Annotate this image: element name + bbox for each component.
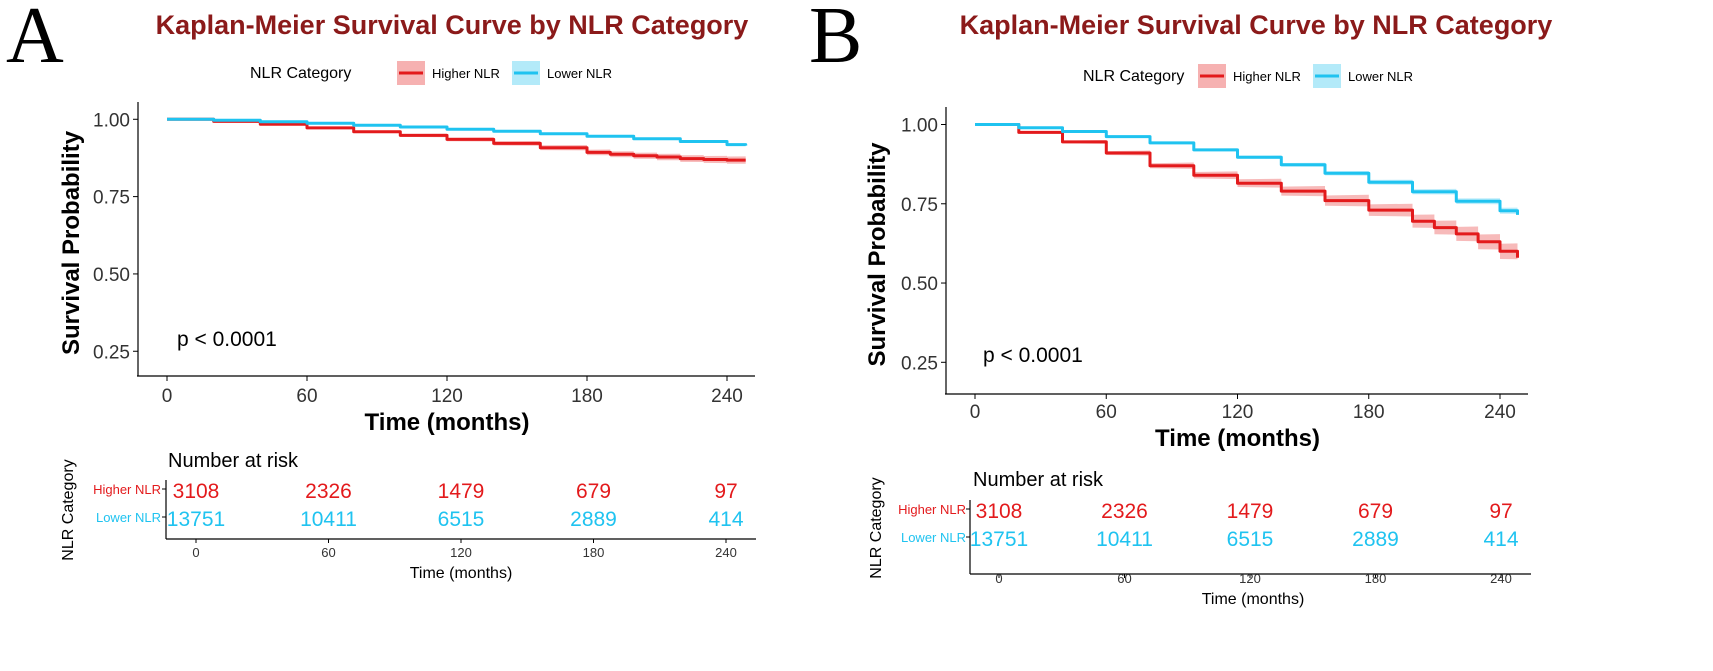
series-line-higher	[975, 123, 1519, 258]
risk-count-lower: 414	[1483, 528, 1518, 551]
y-tick-label: 0.75	[901, 195, 938, 216]
risk-count-higher: 679	[1358, 500, 1393, 523]
risk-count-lower: 10411	[1096, 528, 1153, 551]
risk-count-lower: 414	[708, 508, 743, 531]
chart-panel-a: A Kaplan-Meier Survival Curve by NLR Cate…	[6, 0, 756, 582]
y-axis-title: Survival Probability	[864, 142, 891, 367]
x-tick-label: 240	[1484, 402, 1516, 423]
risk-count-higher: 1479	[1227, 500, 1274, 523]
risk-x-tick-label: 240	[715, 545, 737, 560]
risk-count-higher: 97	[1489, 500, 1512, 523]
risk-count-lower: 2889	[570, 508, 617, 531]
risk-y-axis-title: NLR Category	[60, 459, 77, 560]
series-band-lower	[167, 119, 746, 147]
x-tick-label: 180	[1353, 402, 1385, 423]
risk-table: Number at risk 0 60 120 180 240 Time (months) N…	[60, 450, 756, 582]
x-tick-label: 60	[1096, 402, 1117, 423]
x-tick-label: 120	[1222, 402, 1254, 423]
x-tick-label: 0	[970, 402, 981, 423]
chart-title: Kaplan-Meier Survival Curve by NLR Categ…	[960, 10, 1553, 40]
p-value-annotation: p < 0.0001	[177, 328, 277, 351]
x-axis-title: Time (months)	[365, 409, 530, 436]
risk-count-higher: 3108	[976, 500, 1023, 523]
legend-label-lower: Lower NLR	[1348, 69, 1413, 84]
risk-x-tick-label: 240	[1490, 571, 1512, 586]
risk-count-lower: 13751	[167, 508, 225, 531]
risk-y-axis-title: NLR Category	[868, 477, 885, 578]
risk-row-label-higher: Higher NLR	[898, 502, 966, 517]
risk-row-label-lower: Lower NLR	[901, 530, 966, 545]
series-band-lower	[975, 124, 1518, 218]
risk-table: Number at risk 0 60 120 180 240 Time (months) N…	[868, 469, 1531, 608]
legend-label-lower: Lower NLR	[547, 66, 612, 81]
series-line-higher	[167, 117, 746, 162]
x-axis-title: Time (months)	[1155, 425, 1320, 452]
risk-x-tick-label: 0	[192, 545, 199, 560]
chart-title: Kaplan-Meier Survival Curve by NLR Categ…	[156, 10, 749, 40]
risk-row-label-lower: Lower NLR	[96, 510, 161, 525]
y-tick-label: 0.50	[93, 265, 130, 286]
risk-table-title: Number at risk	[973, 469, 1104, 491]
risk-count-higher: 2326	[1101, 500, 1148, 523]
x-tick-label: 60	[296, 386, 317, 407]
x-tick-label: 180	[571, 386, 603, 407]
legend: NLR Category Higher NLR Lower NLR	[250, 61, 612, 85]
risk-x-tick-label: 180	[583, 545, 605, 560]
risk-count-lower: 6515	[1227, 528, 1274, 551]
y-tick-label: 1.00	[93, 110, 130, 131]
y-tick-label: 0.25	[901, 353, 938, 374]
y-tick-label: 1.00	[901, 116, 938, 137]
risk-count-higher: 3108	[173, 480, 220, 503]
panel-letter: A	[6, 0, 64, 80]
series-line-lower	[975, 123, 1519, 215]
legend-title: NLR Category	[250, 65, 351, 82]
risk-count-higher: 679	[576, 480, 611, 503]
legend-label-higher: Higher NLR	[432, 66, 500, 81]
risk-table-title: Number at risk	[168, 450, 299, 472]
y-tick-label: 0.50	[901, 274, 938, 295]
chart-panel-b: B Kaplan-Meier Survival Curve by NLR Cate…	[809, 0, 1552, 608]
p-value-annotation: p < 0.0001	[983, 344, 1083, 367]
x-tick-label: 240	[711, 386, 743, 407]
risk-x-tick-label: 120	[450, 545, 472, 560]
series-line-lower	[167, 117, 748, 147]
panel-letter: B	[809, 0, 862, 80]
risk-count-higher: 97	[714, 480, 737, 503]
risk-x-tick-label: 60	[321, 545, 335, 560]
risk-count-lower: 13751	[970, 528, 1028, 551]
risk-x-tick-label: 60	[1117, 571, 1131, 586]
risk-x-axis-title: Time (months)	[410, 565, 513, 582]
risk-count-lower: 2889	[1352, 528, 1399, 551]
risk-count-lower: 10411	[300, 508, 357, 531]
risk-x-tick-label: 180	[1365, 571, 1387, 586]
x-tick-label: 0	[162, 386, 173, 407]
series-band-higher	[975, 123, 1518, 266]
y-tick-label: 0.75	[93, 188, 130, 209]
y-tick-label: 0.25	[93, 342, 130, 363]
risk-count-higher: 2326	[305, 480, 352, 503]
y-axis-title: Survival Probability	[58, 130, 85, 355]
legend-title: NLR Category	[1083, 68, 1184, 85]
risk-x-axis-title: Time (months)	[1202, 591, 1305, 608]
risk-x-tick-label: 0	[995, 571, 1002, 586]
risk-row-label-higher: Higher NLR	[93, 482, 161, 497]
x-tick-label: 120	[431, 386, 463, 407]
risk-count-higher: 1479	[438, 480, 485, 503]
legend: NLR Category Higher NLR Lower NLR	[1083, 64, 1413, 88]
risk-count-lower: 6515	[438, 508, 485, 531]
risk-x-tick-label: 120	[1239, 571, 1261, 586]
legend-label-higher: Higher NLR	[1233, 69, 1301, 84]
